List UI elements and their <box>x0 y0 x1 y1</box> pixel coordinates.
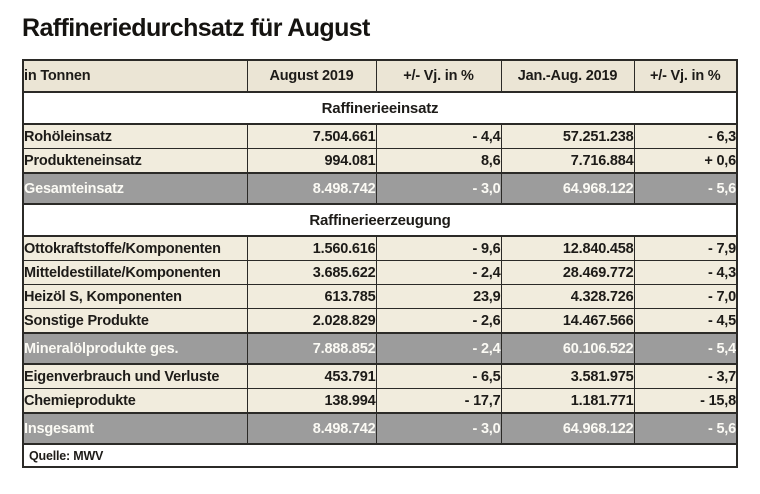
value-august: 1.560.616 <box>246 235 377 261</box>
value-august: 138.994 <box>246 388 377 414</box>
value-august-pct: 8,6 <box>375 148 502 174</box>
value-ytd: 64.968.122 <box>500 412 635 445</box>
value-ytd-pct: - 7,9 <box>633 235 738 261</box>
value-ytd-pct: - 5,6 <box>633 172 738 205</box>
value-ytd: 12.840.458 <box>500 235 635 261</box>
column-header-vj-pct-month: +/- Vj. in % <box>375 59 502 93</box>
value-ytd: 14.467.566 <box>500 308 635 334</box>
refinery-throughput-table: in Tonnen August 2019 +/- Vj. in % Jan.-… <box>22 59 738 468</box>
section-label: Raffinerieeinsatz <box>22 91 738 125</box>
value-august: 453.791 <box>246 363 377 389</box>
table-row-eigenverbrauch: Eigenverbrauch und Verluste 453.791 - 6,… <box>22 363 738 389</box>
value-ytd-pct: + 0,6 <box>633 148 738 174</box>
value-ytd: 57.251.238 <box>500 123 635 149</box>
value-august-pct: - 3,0 <box>375 412 502 445</box>
row-label: Gesamteinsatz <box>22 172 248 205</box>
page: Raffineriedurchsatz für August in Tonnen… <box>22 14 738 468</box>
value-ytd-pct: - 3,7 <box>633 363 738 389</box>
row-label: Mitteldestillate/Komponenten <box>22 260 248 285</box>
value-ytd-pct: - 6,3 <box>633 123 738 149</box>
source-label: Quelle: MWV <box>22 443 738 468</box>
row-label: Sonstige Produkte <box>22 308 248 334</box>
row-label: Produkteneinsatz <box>22 148 248 174</box>
column-header-unit: in Tonnen <box>22 59 248 93</box>
value-august-pct: - 9,6 <box>375 235 502 261</box>
row-label: Chemieprodukte <box>22 388 248 414</box>
value-ytd: 7.716.884 <box>500 148 635 174</box>
value-august: 613.785 <box>246 284 377 309</box>
value-ytd-pct: - 4,3 <box>633 260 738 285</box>
value-august: 994.081 <box>246 148 377 174</box>
table-row-mitteldestillate: Mitteldestillate/Komponenten 3.685.622 -… <box>22 260 738 285</box>
section-row-raffinerieerzeugung: Raffinerieerzeugung <box>22 203 738 237</box>
source-row: Quelle: MWV <box>22 443 738 468</box>
value-ytd-pct: - 7,0 <box>633 284 738 309</box>
row-label: Rohöleinsatz <box>22 123 248 149</box>
value-ytd-pct: - 5,4 <box>633 332 738 365</box>
row-label: Mineralölprodukte ges. <box>22 332 248 365</box>
value-august-pct: - 3,0 <box>375 172 502 205</box>
column-header-august-2019: August 2019 <box>246 59 377 93</box>
value-august: 8.498.742 <box>246 172 377 205</box>
value-ytd-pct: - 5,6 <box>633 412 738 445</box>
section-label: Raffinerieerzeugung <box>22 203 738 237</box>
value-ytd: 28.469.772 <box>500 260 635 285</box>
value-ytd-pct: - 15,8 <box>633 388 738 414</box>
total-row-insgesamt: Insgesamt 8.498.742 - 3,0 64.968.122 - 5… <box>22 412 738 445</box>
value-ytd-pct: - 4,5 <box>633 308 738 334</box>
table-row-ottokraftstoffe: Ottokraftstoffe/Komponenten 1.560.616 - … <box>22 235 738 261</box>
value-august: 7.504.661 <box>246 123 377 149</box>
value-ytd: 64.968.122 <box>500 172 635 205</box>
section-row-raffinerieeinsatz: Raffinerieeinsatz <box>22 91 738 125</box>
value-ytd: 1.181.771 <box>500 388 635 414</box>
row-label: Insgesamt <box>22 412 248 445</box>
table-header-row: in Tonnen August 2019 +/- Vj. in % Jan.-… <box>22 59 738 93</box>
total-row-mineraloelprodukte: Mineralölprodukte ges. 7.888.852 - 2,4 6… <box>22 332 738 365</box>
table-row-produkteneinsatz: Produkteneinsatz 994.081 8,6 7.716.884 +… <box>22 148 738 174</box>
value-august-pct: - 6,5 <box>375 363 502 389</box>
value-august-pct: - 2,6 <box>375 308 502 334</box>
value-august-pct: - 17,7 <box>375 388 502 414</box>
column-header-vj-pct-ytd: +/- Vj. in % <box>633 59 738 93</box>
column-header-jan-aug-2019: Jan.-Aug. 2019 <box>500 59 635 93</box>
value-august-pct: - 4,4 <box>375 123 502 149</box>
row-label: Ottokraftstoffe/Komponenten <box>22 235 248 261</box>
table-row-chemieprodukte: Chemieprodukte 138.994 - 17,7 1.181.771 … <box>22 388 738 414</box>
row-label: Heizöl S, Komponenten <box>22 284 248 309</box>
row-label: Eigenverbrauch und Verluste <box>22 363 248 389</box>
table-row-rohoeleinsatz: Rohöleinsatz 7.504.661 - 4,4 57.251.238 … <box>22 123 738 149</box>
table-row-sonstige-produkte: Sonstige Produkte 2.028.829 - 2,6 14.467… <box>22 308 738 334</box>
page-title: Raffineriedurchsatz für August <box>22 14 370 42</box>
total-row-gesamteinsatz: Gesamteinsatz 8.498.742 - 3,0 64.968.122… <box>22 172 738 205</box>
value-ytd: 4.328.726 <box>500 284 635 309</box>
table-row-heizoel-s: Heizöl S, Komponenten 613.785 23,9 4.328… <box>22 284 738 309</box>
value-august-pct: 23,9 <box>375 284 502 309</box>
value-august: 7.888.852 <box>246 332 377 365</box>
value-august-pct: - 2,4 <box>375 332 502 365</box>
value-august-pct: - 2,4 <box>375 260 502 285</box>
value-august: 8.498.742 <box>246 412 377 445</box>
value-ytd: 60.106.522 <box>500 332 635 365</box>
value-august: 2.028.829 <box>246 308 377 334</box>
value-august: 3.685.622 <box>246 260 377 285</box>
value-ytd: 3.581.975 <box>500 363 635 389</box>
